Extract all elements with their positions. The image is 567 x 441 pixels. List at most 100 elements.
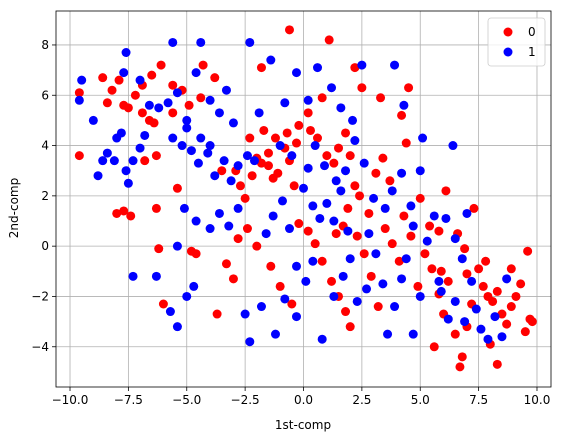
point-series-1 bbox=[450, 296, 460, 306]
point-series-1 bbox=[415, 291, 425, 301]
point-series-0 bbox=[350, 63, 360, 73]
point-series-0 bbox=[273, 168, 283, 178]
point-series-0 bbox=[420, 249, 430, 259]
point-series-1 bbox=[119, 68, 129, 78]
point-series-1 bbox=[313, 63, 323, 73]
point-series-1 bbox=[163, 98, 173, 108]
point-series-1 bbox=[165, 307, 175, 317]
point-series-1 bbox=[268, 211, 278, 221]
point-series-0 bbox=[460, 244, 470, 254]
point-series-0 bbox=[119, 206, 129, 216]
point-series-1 bbox=[168, 37, 178, 47]
point-series-1 bbox=[317, 334, 327, 344]
x-tick-label: −5.0 bbox=[172, 393, 201, 407]
legend-label-0: 0 bbox=[528, 25, 536, 39]
point-series-0 bbox=[429, 342, 439, 352]
point-series-0 bbox=[355, 191, 365, 201]
point-series-0 bbox=[492, 286, 502, 296]
point-series-0 bbox=[334, 143, 344, 153]
point-series-0 bbox=[327, 276, 337, 286]
point-series-1 bbox=[168, 133, 178, 143]
point-series-1 bbox=[364, 229, 374, 239]
point-series-0 bbox=[506, 264, 516, 274]
point-series-1 bbox=[397, 274, 407, 284]
point-series-0 bbox=[527, 317, 537, 327]
point-series-0 bbox=[198, 60, 208, 70]
point-series-1 bbox=[415, 166, 425, 176]
point-series-0 bbox=[151, 151, 161, 161]
point-series-0 bbox=[263, 148, 273, 158]
point-series-1 bbox=[345, 254, 355, 264]
point-series-0 bbox=[172, 183, 182, 193]
point-series-1 bbox=[371, 249, 381, 259]
point-series-1 bbox=[123, 178, 133, 188]
point-series-0 bbox=[114, 75, 124, 85]
point-series-1 bbox=[292, 261, 301, 271]
point-series-0 bbox=[98, 73, 108, 83]
point-series-0 bbox=[289, 181, 299, 191]
x-tick-label: 2.5 bbox=[352, 393, 371, 407]
legend-marker-1 bbox=[503, 47, 513, 57]
point-series-1 bbox=[497, 332, 507, 342]
point-series-0 bbox=[228, 274, 238, 284]
point-series-0 bbox=[434, 226, 444, 236]
y-tick-label: 6 bbox=[41, 88, 49, 102]
point-series-1 bbox=[177, 141, 187, 151]
point-series-0 bbox=[378, 153, 388, 163]
point-series-1 bbox=[256, 302, 266, 312]
point-series-0 bbox=[317, 256, 327, 266]
point-series-1 bbox=[406, 201, 416, 211]
point-series-1 bbox=[408, 329, 418, 339]
point-series-1 bbox=[303, 163, 313, 173]
point-series-0 bbox=[184, 100, 194, 110]
point-series-1 bbox=[483, 334, 493, 344]
point-series-0 bbox=[112, 208, 122, 218]
point-series-0 bbox=[497, 309, 507, 319]
point-series-0 bbox=[406, 231, 416, 241]
x-tick-label: 10.0 bbox=[524, 393, 551, 407]
point-series-0 bbox=[345, 322, 355, 332]
point-series-1 bbox=[378, 279, 388, 289]
point-series-0 bbox=[331, 229, 341, 239]
point-series-0 bbox=[74, 151, 84, 161]
point-series-0 bbox=[107, 85, 117, 95]
x-tick-label: −7.5 bbox=[114, 393, 143, 407]
point-series-1 bbox=[362, 284, 372, 294]
point-series-1 bbox=[172, 88, 182, 98]
point-series-1 bbox=[261, 229, 271, 239]
x-tick-label: 7.5 bbox=[469, 393, 488, 407]
point-series-0 bbox=[294, 120, 304, 130]
point-series-1 bbox=[336, 186, 346, 196]
point-series-1 bbox=[214, 108, 224, 118]
point-series-0 bbox=[380, 224, 390, 234]
point-series-0 bbox=[303, 226, 313, 236]
axes: −10.0 −7.5 −5.0 −2.5 0.0 2.5 5.0 7.5 10.0 −4 −2 0 2 4… bbox=[31, 10, 552, 407]
point-series-1 bbox=[135, 143, 145, 153]
point-series-0 bbox=[252, 241, 262, 251]
point-series-1 bbox=[460, 317, 470, 327]
point-series-1 bbox=[179, 203, 189, 213]
point-series-0 bbox=[137, 108, 147, 118]
point-series-0 bbox=[413, 281, 423, 291]
point-series-0 bbox=[425, 221, 435, 231]
point-series-1 bbox=[182, 115, 192, 125]
x-tick-label: −10.0 bbox=[52, 393, 89, 407]
point-series-1 bbox=[448, 141, 458, 151]
point-series-0 bbox=[196, 93, 206, 103]
point-series-1 bbox=[422, 236, 432, 246]
point-series-1 bbox=[77, 75, 87, 85]
point-series-0 bbox=[345, 151, 355, 161]
point-series-0 bbox=[256, 158, 266, 168]
point-series-1 bbox=[109, 156, 119, 166]
point-series-1 bbox=[457, 254, 467, 264]
point-series-1 bbox=[172, 241, 182, 251]
point-series-1 bbox=[280, 294, 290, 304]
point-series-0 bbox=[350, 181, 360, 191]
point-series-1 bbox=[387, 186, 397, 196]
point-series-1 bbox=[292, 312, 301, 322]
point-series-0 bbox=[478, 281, 488, 291]
point-series-1 bbox=[397, 168, 407, 178]
point-series-0 bbox=[441, 186, 451, 196]
point-series-0 bbox=[140, 156, 150, 166]
point-series-0 bbox=[357, 83, 367, 93]
